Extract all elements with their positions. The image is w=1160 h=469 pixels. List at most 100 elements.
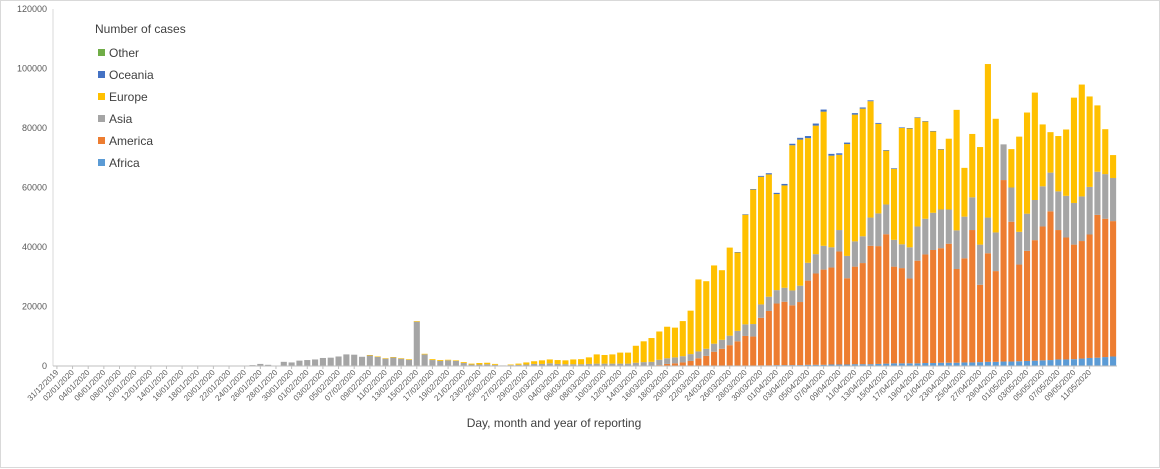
bar-segment-africa: [890, 363, 898, 366]
bar-segment-europe: [398, 358, 405, 359]
legend-swatch-other: [98, 49, 105, 56]
bar-segment-america: [953, 269, 960, 363]
bar-segment-asia: [617, 363, 624, 366]
bar-segment-europe: [1047, 132, 1054, 173]
bar-segment-asia: [413, 321, 420, 366]
bar-segment-africa: [828, 364, 835, 366]
bar-segment-europe: [726, 247, 733, 336]
bar-segment-america: [867, 245, 874, 365]
bar-segment-europe: [703, 281, 710, 349]
bar-segment-america: [851, 266, 858, 365]
y-axis-ticks: 0 20000 40000 60000 80000 100000 120000: [17, 4, 47, 371]
bar-segment-europe: [1086, 96, 1093, 187]
bar-segment-europe: [742, 214, 749, 325]
bar-segment-europe: [413, 321, 420, 322]
bar-segment-america: [1078, 241, 1085, 359]
bar-segment-america: [804, 280, 812, 365]
bar-segment-america: [781, 301, 788, 366]
bar-segment-asia: [476, 364, 483, 366]
bar-segment-asia: [585, 363, 592, 366]
bar-segment-europe: [875, 123, 882, 214]
bar-segment-oceania: [828, 153, 835, 156]
bar-segment-oceania: [781, 183, 788, 186]
y-tick-label: 60000: [22, 183, 47, 193]
bar-segment-europe: [984, 64, 991, 218]
bar-segment-asia: [679, 356, 686, 363]
bar-segment-europe: [656, 331, 663, 360]
bar-segment-africa: [867, 364, 874, 366]
y-tick-label: 100000: [17, 64, 47, 74]
bar-segment-europe: [578, 359, 585, 365]
bar-segment-asia: [491, 364, 499, 366]
bar-segment-asia: [296, 360, 303, 366]
legend: Number of cases Other Oceania Europe Asia Am…: [95, 22, 186, 170]
bar-segment-europe: [460, 362, 467, 364]
bar-segment-europe: [898, 128, 905, 245]
y-tick-label: 120000: [17, 4, 47, 14]
bar-segment-asia: [922, 218, 929, 255]
bar-segment-europe: [374, 356, 381, 357]
bar-segment-asia: [851, 241, 858, 267]
bar-segment-asia: [554, 363, 561, 366]
bar-segment-asia: [343, 354, 350, 366]
bar-segment-europe: [961, 167, 968, 217]
bar-segment-oceania: [922, 121, 929, 122]
bar-segment-asia: [984, 217, 991, 254]
bar-segment-america: [820, 269, 827, 365]
bar-segment-africa: [922, 363, 929, 366]
bar-segment-europe: [468, 363, 475, 365]
bar-segment-asia: [398, 358, 405, 366]
bar-segment-europe: [476, 363, 483, 365]
bar-segment-america: [1094, 214, 1101, 358]
bar-segment-oceania: [750, 188, 757, 190]
bar-segment-africa: [804, 364, 812, 366]
bar-segment-oceania: [797, 137, 804, 140]
bar-segment-asia: [632, 362, 639, 366]
bar-segment-america: [1086, 234, 1093, 358]
bar-segment-africa: [1063, 359, 1070, 366]
bar-segment-africa: [812, 364, 819, 366]
bar-segment-europe: [890, 168, 898, 240]
bar-segment-america: [687, 360, 694, 366]
bar-segment-africa: [1047, 360, 1054, 366]
legend-label-other: Other: [109, 46, 139, 60]
bar-segment-europe: [452, 360, 459, 361]
bar-segment-africa: [984, 361, 991, 366]
bar-segment-africa: [1102, 357, 1109, 366]
bar-segment-america: [703, 355, 710, 366]
bar-segment-europe: [679, 321, 686, 357]
bar-segment-oceania: [804, 136, 812, 139]
bar-segment-america: [836, 251, 843, 365]
bar-segment-europe: [491, 363, 499, 365]
bar-segment-europe: [867, 101, 874, 218]
bar-segment-america: [711, 351, 718, 366]
bar-segment-asia: [656, 359, 663, 366]
bar-segment-asia: [711, 343, 718, 352]
bar-segment-europe: [617, 352, 624, 364]
bar-segment-africa: [1023, 360, 1031, 366]
bar-segment-asia: [1023, 213, 1031, 251]
bar-segment-america: [757, 317, 765, 366]
bar-segment-oceania: [937, 149, 945, 150]
bar-segment-africa: [961, 362, 968, 366]
bar-segment-america: [1047, 211, 1054, 361]
bar-segment-oceania: [883, 150, 890, 151]
bar-segment-europe: [969, 133, 976, 198]
bar-segment-europe: [945, 138, 952, 210]
bar-segment-asia: [570, 364, 577, 366]
bar-segment-asia: [288, 362, 295, 366]
bar-segment-america: [797, 302, 804, 366]
bar-segment-oceania: [851, 113, 858, 115]
bar-segment-africa: [1031, 360, 1038, 366]
bar-segment-oceania: [820, 109, 827, 112]
bar-segment-europe: [671, 327, 679, 358]
bar-segment-asia: [257, 363, 264, 366]
bar-segment-america: [937, 248, 945, 363]
bar-segment-asia: [930, 212, 937, 250]
bar-segment-asia: [1086, 186, 1093, 235]
bar-segment-asia: [437, 360, 444, 366]
bar-segment-europe: [538, 360, 546, 364]
bar-segment-asia: [648, 361, 655, 366]
bar-segment-america: [984, 253, 991, 362]
